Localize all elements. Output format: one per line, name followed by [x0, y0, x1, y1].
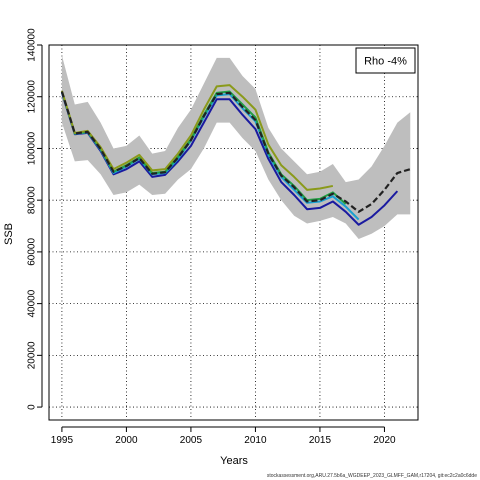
plot-frame: [48, 44, 419, 421]
series-layer: [60, 84, 411, 226]
x-tick-label: 2005: [180, 435, 203, 446]
x-tick-label: 2020: [373, 435, 396, 446]
x-axis-title: Years: [220, 455, 248, 467]
series-line-5: [60, 91, 411, 213]
x-tick-label: 1995: [51, 435, 74, 446]
x-tick-label: 2015: [309, 435, 332, 446]
confidence-band: [61, 55, 411, 239]
y-tick-label: 40000: [27, 289, 38, 317]
y-tick-label: 0: [27, 404, 38, 410]
legend: Rho -4%: [355, 47, 416, 74]
grid: [49, 44, 418, 420]
y-tick-label: 80000: [27, 186, 38, 214]
y-tick-label: 120000: [27, 80, 38, 114]
y-tick-label: 140000: [27, 28, 38, 62]
y-axis-title: SSB: [3, 223, 15, 245]
y-tick-label: 60000: [27, 238, 38, 266]
x-tick-label: 2000: [115, 435, 138, 446]
axes: 1995 2000 2005 2010 2015 2020 0 20000 40000 60000…: [27, 28, 397, 446]
footer-text: stockassessment.org,ARU.27.5b6a_WGDEEP_2…: [267, 473, 477, 479]
y-tick-label: 100000: [27, 131, 38, 165]
series-line-1: [60, 92, 399, 226]
x-tick-label: 2010: [244, 435, 267, 446]
series-line-4: [60, 84, 334, 191]
y-tick-label: 20000: [27, 341, 38, 369]
legend-box: [355, 47, 416, 74]
legend-text: Rho -4%: [364, 56, 407, 68]
confidence-band-layer: [61, 55, 411, 239]
